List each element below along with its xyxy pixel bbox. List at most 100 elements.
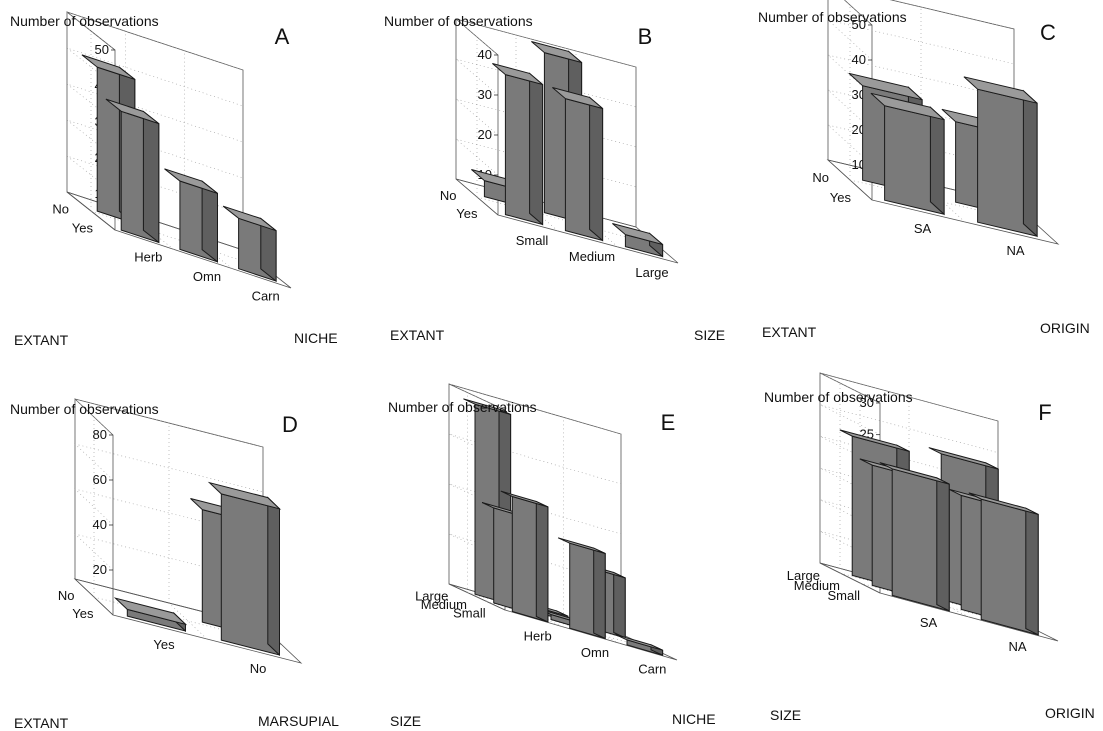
bar-small-yes (492, 63, 544, 226)
bar-sa-small (879, 462, 950, 612)
y-dimension-label: SIZE (770, 707, 801, 723)
x-category-label: Large (635, 265, 668, 280)
chart-panel-e: 10203040HerbOmnCarnSmallMediumLargeNumbe… (388, 383, 716, 729)
y-category-label: No (58, 588, 75, 603)
z-tick-label: 50 (852, 17, 866, 32)
y-category-label: No (812, 170, 829, 185)
bar-top-face (492, 63, 543, 85)
y-dimension-label: EXTANT (762, 324, 817, 340)
bar-top-face (615, 634, 663, 651)
panel-letter: C (1040, 20, 1056, 45)
bar-herb-small (500, 490, 549, 623)
chart-panel-a: 1020304050HerbOmnCarnYesNoNumber of obse… (10, 11, 338, 348)
bar-top-face (113, 597, 188, 626)
panel-letter: F (1038, 400, 1051, 425)
panel-letter: A (275, 24, 290, 49)
x-dimension-label: MARSUPIAL (258, 713, 339, 729)
y-dimension-label: EXTANT (14, 715, 69, 731)
bar-omn-small (557, 537, 606, 640)
bar-top-face (105, 98, 160, 125)
z-gridline (73, 443, 264, 493)
z-axis-title: Number of observations (384, 13, 533, 29)
z-axis-title: Number of observations (764, 389, 913, 405)
panel-letter: B (638, 24, 653, 49)
bar-top-face (81, 54, 136, 80)
x-category-label: Herb (524, 628, 552, 643)
floor-gridline (168, 602, 208, 640)
x-category-label: Small (516, 233, 549, 248)
z-axis-title: Number of observations (388, 399, 537, 415)
bar-side-face (1025, 507, 1039, 636)
z-tick-label: 20 (93, 562, 107, 577)
x-category-label: SA (914, 221, 932, 236)
panel-letter: E (661, 410, 676, 435)
bar-side-face (589, 96, 604, 242)
y-category-label: Yes (456, 206, 478, 221)
chart-panel-b: 10203040SmallMediumLargeYesNoNumber of o… (384, 13, 725, 343)
bar-side-face (593, 547, 606, 640)
z-tick-label: 50 (95, 42, 109, 57)
bar-side-face (529, 72, 544, 226)
bar-top-face (500, 490, 549, 508)
z-tick-label: 40 (478, 47, 492, 62)
chart-panel-d: 20 40 60 80 Yes No Yes No Number of observations… (10, 398, 339, 731)
bar-side-face (201, 180, 218, 263)
z-gridline (66, 11, 244, 71)
z-gridline (448, 383, 622, 435)
x-category-label: No (250, 661, 267, 676)
bar-top-face (879, 462, 950, 485)
bar-side-face (267, 496, 280, 657)
z-gridline (73, 398, 264, 448)
x-dimension-label: NICHE (672, 711, 716, 727)
y-category-label: Medium (421, 597, 467, 612)
z-gridline (73, 533, 264, 583)
bar-medium-yes (552, 87, 604, 242)
x-dimension-label: ORIGIN (1040, 320, 1090, 336)
bar-top-face (963, 76, 1038, 104)
bar-yes-yes (113, 597, 188, 633)
bar-omn-yes (164, 168, 218, 263)
bar-top-face (164, 168, 218, 194)
bar-side-face (613, 571, 626, 639)
bar-side-face (936, 477, 950, 612)
z-gridline (66, 47, 244, 107)
bar-large-yes (612, 223, 664, 258)
x-category-label: NA (1006, 243, 1024, 258)
y-category-label: No (440, 188, 457, 203)
x-category-label: Carn (638, 662, 666, 677)
z-gridline (819, 404, 999, 453)
chart-panel-f: 51015202530SANASmallMediumLargeNumber of… (764, 372, 1095, 723)
y-category-label: Yes (830, 190, 852, 205)
y-category-label: Yes (72, 221, 94, 236)
y-category-label: Medium (794, 578, 840, 593)
bar-top-face (463, 398, 511, 415)
y-category-label: Large (415, 588, 448, 603)
x-category-label: NA (1008, 639, 1026, 654)
y-dimension-label: EXTANT (390, 327, 445, 343)
z-axis-title: Number of observations (10, 401, 159, 417)
bar-side-face (142, 110, 160, 244)
bar-top-face (928, 447, 999, 470)
bar-side-face (929, 106, 945, 216)
y-category-label: Large (787, 568, 820, 583)
x-category-label: SA (920, 615, 938, 630)
bar-side-face (535, 500, 549, 623)
bar-top-face (207, 481, 282, 510)
bar-top-face (552, 87, 603, 109)
bar-top-face (839, 429, 910, 452)
x-category-label: Omn (581, 645, 609, 660)
y-category-label: Small (827, 588, 860, 603)
z-tick-label: 30 (860, 395, 874, 410)
z-tick-label: 20 (478, 127, 492, 142)
y-category-label: Small (453, 606, 486, 621)
x-category-label: Carn (252, 288, 280, 303)
bar-top-face (222, 205, 277, 232)
y-category-label: No (52, 202, 69, 217)
bar-no-yes (207, 481, 282, 657)
bar-herb-yes (105, 98, 160, 244)
x-category-label: Yes (153, 637, 175, 652)
bar-top-face (612, 223, 663, 245)
y-dimension-label: EXTANT (14, 332, 69, 348)
bar-top-face (968, 492, 1039, 515)
